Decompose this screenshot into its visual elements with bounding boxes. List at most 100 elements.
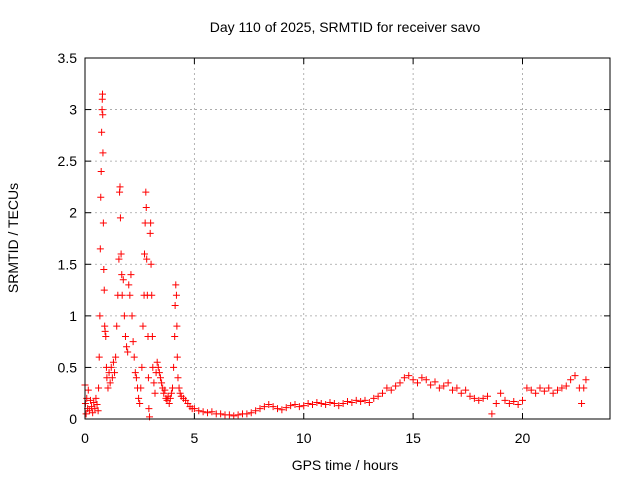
x-tick-label: 5 (190, 430, 198, 446)
data-point (488, 410, 496, 418)
data-point (98, 128, 106, 136)
data-point (335, 402, 343, 410)
data-point (208, 408, 216, 416)
y-tick-label: 0 (69, 411, 77, 427)
data-points (81, 90, 590, 421)
data-point (148, 332, 156, 340)
data-point (475, 396, 483, 404)
data-point (427, 381, 435, 389)
data-point (104, 384, 112, 392)
data-point (175, 384, 183, 392)
data-point (118, 271, 126, 279)
data-point (93, 401, 101, 409)
data-point (130, 353, 138, 361)
data-point (96, 312, 104, 320)
data-point (252, 407, 260, 415)
data-point (154, 363, 162, 371)
data-point (96, 245, 104, 253)
data-point (153, 358, 161, 366)
data-point (295, 403, 303, 411)
data-point (174, 374, 182, 382)
y-tick-label: 1.5 (58, 256, 78, 272)
data-point (144, 374, 152, 382)
data-point (497, 389, 505, 397)
data-point (234, 411, 242, 419)
data-point (330, 400, 338, 408)
data-point (98, 106, 106, 114)
data-point (95, 384, 103, 392)
data-point (300, 402, 308, 410)
data-point (82, 410, 90, 418)
data-point (166, 394, 174, 402)
data-point (365, 398, 373, 406)
plot-frame (84, 57, 611, 420)
data-point (545, 384, 553, 392)
data-point (138, 363, 146, 371)
chart-title: Day 110 of 2025, SRMTID for receiver sav… (210, 19, 481, 35)
data-point (217, 410, 225, 418)
data-point (409, 376, 417, 384)
data-point (387, 386, 395, 394)
data-point (540, 387, 548, 395)
grid-layer (85, 58, 610, 419)
data-point (462, 386, 470, 394)
data-point (453, 384, 461, 392)
data-point (317, 400, 325, 408)
data-point (256, 405, 264, 413)
data-point (392, 382, 400, 390)
data-point (514, 401, 522, 409)
data-point (173, 353, 181, 361)
x-tick-label: 20 (515, 430, 531, 446)
data-point (405, 372, 413, 380)
data-point (523, 384, 531, 392)
data-point (361, 396, 369, 404)
data-point (549, 389, 557, 397)
data-point (501, 396, 509, 404)
data-point (99, 111, 107, 119)
data-point (147, 219, 155, 227)
data-point (519, 396, 526, 404)
data-point (99, 90, 106, 98)
data-point (313, 398, 321, 406)
data-point (199, 408, 207, 416)
data-point (120, 312, 128, 320)
y-tick-label: 3 (69, 102, 77, 118)
data-point (135, 394, 143, 402)
data-point (431, 378, 439, 386)
data-point (106, 379, 114, 387)
data-point (116, 183, 124, 191)
y-axis-label: SRMTID / TECUs (5, 183, 21, 293)
data-point (99, 149, 107, 157)
data-point (84, 386, 92, 394)
data-point (117, 250, 125, 258)
data-point (326, 398, 334, 406)
data-point (109, 358, 117, 366)
data-point (582, 376, 590, 384)
data-point (112, 353, 120, 361)
data-point (142, 188, 150, 196)
x-tick-label: 15 (405, 430, 421, 446)
data-point (435, 384, 443, 392)
data-point (173, 322, 181, 330)
data-point (505, 400, 513, 408)
data-point (558, 384, 566, 392)
data-point (269, 403, 277, 411)
data-point (554, 386, 561, 394)
data-point (151, 389, 159, 397)
data-point (492, 400, 500, 408)
data-point (484, 392, 491, 400)
x-tick-label: 0 (81, 430, 89, 446)
data-point (470, 394, 478, 402)
data-point (171, 302, 179, 310)
data-point (578, 400, 586, 408)
data-point (132, 374, 140, 382)
data-point (357, 397, 365, 405)
data-point (165, 400, 173, 408)
data-point (339, 400, 347, 408)
data-point (510, 397, 518, 405)
data-point (479, 394, 487, 402)
data-point (190, 405, 198, 413)
data-point (449, 386, 456, 394)
data-point (156, 374, 164, 382)
data-point (131, 369, 139, 377)
